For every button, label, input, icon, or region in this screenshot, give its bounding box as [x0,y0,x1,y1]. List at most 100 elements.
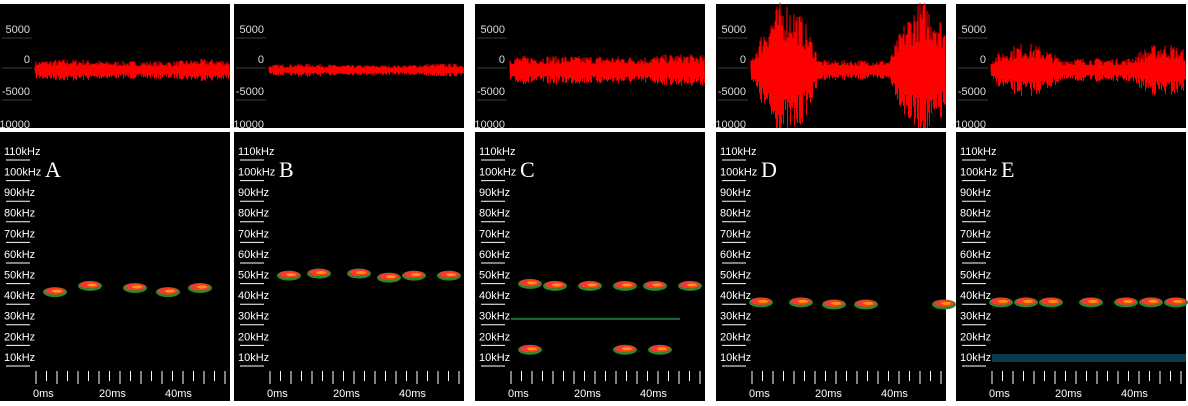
spectrogram-area [716,132,946,401]
frequency-tick-label: 90kHz [4,187,35,199]
noise-band [992,354,1186,362]
amplitude-tick-label: 0 [258,54,264,66]
separator [475,128,705,132]
frequency-axis [716,132,750,368]
frequency-tick-label: 50kHz [238,270,269,282]
syllable-core [552,283,562,287]
frequency-tick-label: 100kHz [4,167,41,179]
frequency-tick-label: 40kHz [4,290,35,302]
syllable-core [527,281,537,285]
amplitude-tick-label: 5000 [240,24,264,36]
frequency-tick-label: 60kHz [720,249,751,261]
amplitude-tick-label: 5000 [481,24,505,36]
syllable-core [652,283,662,287]
frequency-tick-label: 40kHz [960,290,991,302]
time-tick-label: 0ms [508,388,529,400]
panel: 5000 0 -5000 -10000 110kHz 100kHz 90kHz 80kHz 70… [0,4,230,401]
syllable-core [527,347,537,351]
frequency-tick-label: 10kHz [238,352,269,364]
panel: 5000 0 -5000 -10000 110kHz 100kHz 90kHz 80kHz 70… [712,2,959,401]
syllable-core [1148,299,1158,303]
frequency-tick-label: 100kHz [720,167,757,179]
time-tick-label: 20ms [1055,388,1082,400]
amplitude-tick-label: -10000 [0,119,30,131]
time-tick-label: 60 [706,388,718,400]
time-tick-label: 20ms [815,388,842,400]
amplitude-tick-label: -10000 [712,119,746,131]
syllable-core [1123,299,1133,303]
syllable-core [316,271,326,275]
time-tick-label: 0ms [749,388,770,400]
panel-label: B [279,157,294,182]
syllable-core [1173,299,1183,303]
frequency-tick-label: 50kHz [479,270,510,282]
panel-label: A [45,157,61,182]
panel-label: E [1001,157,1014,182]
syllable-core [941,301,951,305]
syllable-core [798,299,808,303]
frequency-axis [956,132,990,368]
frequency-tick-label: 50kHz [720,270,751,282]
time-axis [0,368,230,401]
time-tick-label: 40ms [640,388,667,400]
panel: 5000 0 -5000 -10000 110kHz 100kHz 90kHz 80kHz 70… [230,4,477,401]
frequency-tick-label: 70kHz [238,228,269,240]
frequency-axis [0,132,34,368]
time-tick-label: 40ms [399,388,426,400]
frequency-tick-label: 60kHz [960,249,991,261]
panel: 5000 0 -5000 -10000 110kHz 100kHz 90kHz 80kHz 70… [952,4,1188,401]
time-tick-label: 60 [465,388,477,400]
syllable-core [386,275,396,279]
frequency-tick-label: 10kHz [720,352,751,364]
panel-label: D [761,157,777,182]
frequency-tick-label: 110kHz [960,146,996,158]
frequency-tick-label: 10kHz [4,352,35,364]
amplitude-tick-label: -5000 [2,86,30,98]
time-tick-label: 40ms [881,388,908,400]
syllable-core [1048,299,1058,303]
amplitude-tick-label: -5000 [236,86,264,98]
panel: 5000 0 -5000 -10000 110kHz 100kHz 90kHz 80kHz 70… [471,4,718,401]
separator [716,128,946,132]
frequency-tick-label: 110kHz [479,146,515,158]
frequency-axis [234,132,268,368]
syllable-core [87,283,97,287]
amplitude-tick-label: 0 [24,54,30,66]
frequency-tick-label: 80kHz [479,208,510,220]
time-axis [475,368,705,401]
time-tick-label: 40ms [1121,388,1148,400]
frequency-tick-label: 30kHz [720,311,751,323]
frequency-axis [475,132,509,368]
frequency-tick-label: 20kHz [4,331,35,343]
syllable-core [863,301,873,305]
syllable-core [1088,299,1098,303]
panel-label: C [520,157,535,182]
frequency-tick-label: 90kHz [720,187,751,199]
frequency-tick-label: 90kHz [479,187,510,199]
syllable-core [286,273,296,277]
frequency-tick-label: 90kHz [238,187,269,199]
frequency-tick-label: 110kHz [4,146,40,158]
syllable-core [132,285,142,289]
time-tick-label: 20ms [99,388,126,400]
amplitude-tick-label: -5000 [718,86,746,98]
time-tick-label: 0ms [989,388,1010,400]
syllable-core [998,299,1008,303]
time-axis [716,368,946,401]
frequency-tick-label: 20kHz [238,331,269,343]
frequency-tick-label: 100kHz [479,167,516,179]
frequency-tick-label: 110kHz [720,146,756,158]
waveform [268,63,464,77]
time-tick-label: 40ms [165,388,192,400]
waveform [750,2,946,138]
frequency-tick-label: 100kHz [238,167,275,179]
frequency-tick-label: 80kHz [238,208,269,220]
amplitude-tick-label: -5000 [958,86,986,98]
syllable-core [411,273,421,277]
frequency-tick-label: 40kHz [479,290,510,302]
frequency-tick-label: 10kHz [960,352,991,364]
syllable-core [831,301,841,305]
frequency-tick-label: 80kHz [720,208,751,220]
frequency-tick-label: 10kHz [479,352,510,364]
